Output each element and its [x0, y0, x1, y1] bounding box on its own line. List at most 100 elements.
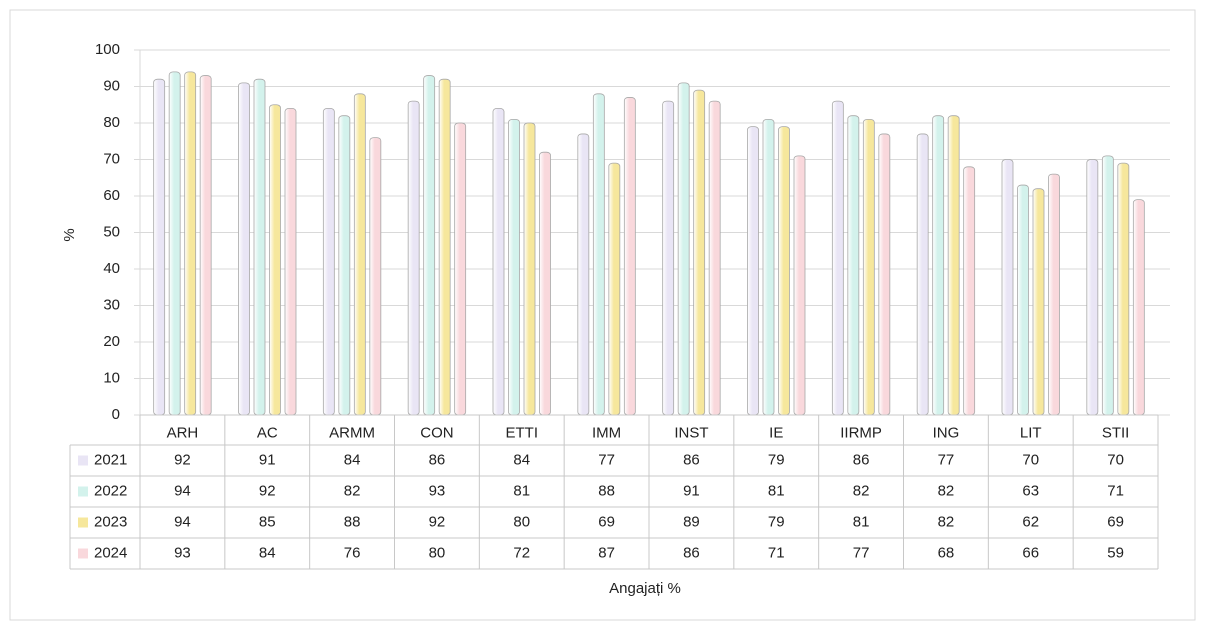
- table-cell: 93: [174, 544, 191, 561]
- bar: [238, 82, 250, 416]
- bar: [1132, 199, 1145, 416]
- legend-label: 2023: [94, 513, 127, 530]
- bar: [523, 122, 536, 416]
- bar: [199, 75, 212, 416]
- table-cell: 82: [938, 482, 955, 499]
- bar: [284, 108, 297, 416]
- table-cell: 69: [1107, 513, 1124, 530]
- table-cell: 63: [1022, 482, 1039, 499]
- bar: [353, 93, 366, 416]
- table-cell: 72: [513, 544, 530, 561]
- table-cell: 70: [1022, 451, 1039, 468]
- table-cell: 81: [853, 513, 870, 530]
- table-cell: 79: [768, 451, 785, 468]
- table-cell: 59: [1107, 544, 1124, 561]
- bar: [623, 97, 636, 416]
- bar: [592, 93, 605, 416]
- bar: [407, 100, 420, 416]
- bar: [168, 71, 181, 416]
- bar: [693, 89, 706, 416]
- bar: [577, 133, 590, 416]
- table-cell: 69: [598, 513, 615, 530]
- table-cell: 68: [938, 544, 955, 561]
- legend-key: [78, 486, 88, 497]
- bar: [322, 108, 335, 416]
- table-cell: 91: [683, 482, 700, 499]
- x-tick-label: AC: [257, 424, 278, 441]
- table-cell: 85: [259, 513, 276, 530]
- bar: [747, 126, 759, 416]
- y-tick-label: 40: [103, 260, 120, 277]
- table-cell: 88: [598, 482, 615, 499]
- table-cell: 81: [768, 482, 785, 499]
- y-tick-label: 70: [103, 150, 120, 167]
- y-axis-label: %: [61, 228, 78, 241]
- bar: [1017, 184, 1029, 416]
- bar: [184, 71, 197, 416]
- x-tick-label: IMM: [592, 424, 621, 441]
- legend-key: [78, 548, 88, 559]
- legend-label: 2024: [94, 544, 127, 561]
- bar: [423, 75, 436, 416]
- bar: [1048, 173, 1060, 416]
- bar: [947, 115, 960, 416]
- table-cell: 92: [429, 513, 446, 530]
- y-tick-label: 60: [103, 187, 120, 204]
- table-cell: 92: [259, 482, 276, 499]
- y-tick-label: 90: [103, 77, 120, 94]
- x-tick-label: ETTI: [506, 424, 539, 441]
- bar: [253, 78, 266, 416]
- table-cell: 76: [344, 544, 361, 561]
- table-cell: 91: [259, 451, 276, 468]
- bar: [793, 155, 806, 416]
- bar: [662, 100, 675, 416]
- table-cell: 80: [429, 544, 446, 561]
- legend-key: [78, 517, 88, 528]
- bar: [677, 82, 690, 416]
- bar: [762, 118, 775, 416]
- x-tick-label: CON: [420, 424, 453, 441]
- y-tick-label: 100: [95, 41, 120, 58]
- x-tick-label: LIT: [1020, 424, 1042, 441]
- table-cell: 86: [683, 451, 700, 468]
- table-cell: 84: [344, 451, 361, 468]
- bar: [1032, 188, 1045, 416]
- table-cell: 86: [429, 451, 446, 468]
- bar: [963, 166, 976, 416]
- legend-label: 2022: [94, 482, 127, 499]
- bar: [539, 151, 551, 416]
- y-tick-label: 10: [103, 369, 120, 386]
- legend-label: 2021: [94, 451, 127, 468]
- bar: [847, 115, 860, 416]
- table-cell: 62: [1022, 513, 1039, 530]
- x-tick-label: ARH: [167, 424, 199, 441]
- bar: [916, 133, 929, 416]
- bar: [778, 126, 790, 416]
- table-cell: 71: [1107, 482, 1124, 499]
- y-tick-label: 0: [112, 406, 120, 423]
- table-cell: 77: [598, 451, 615, 468]
- table-cell: 87: [598, 544, 615, 561]
- table-cell: 88: [344, 513, 361, 530]
- bar: [508, 118, 520, 416]
- table-cell: 92: [174, 451, 191, 468]
- y-tick-label: 20: [103, 333, 120, 350]
- bar: [878, 133, 891, 416]
- table-cell: 84: [259, 544, 276, 561]
- bar: [608, 162, 621, 416]
- bar: [708, 100, 721, 416]
- table-cell: 94: [174, 513, 191, 530]
- x-tick-label: STII: [1102, 424, 1130, 441]
- table-cell: 93: [429, 482, 446, 499]
- table-cell: 79: [768, 513, 785, 530]
- bar: [862, 118, 875, 416]
- table-cell: 81: [513, 482, 530, 499]
- bar: [1117, 162, 1130, 416]
- bar: [492, 108, 505, 416]
- x-axis-label: Angajați %: [609, 580, 681, 597]
- table-cell: 82: [853, 482, 870, 499]
- y-tick-label: 30: [103, 296, 120, 313]
- bar: [153, 78, 166, 416]
- table-cell: 70: [1107, 451, 1124, 468]
